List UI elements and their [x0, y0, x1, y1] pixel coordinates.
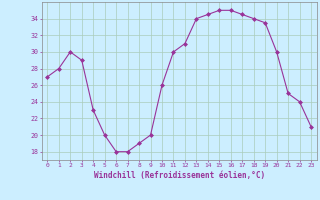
X-axis label: Windchill (Refroidissement éolien,°C): Windchill (Refroidissement éolien,°C) — [94, 171, 265, 180]
